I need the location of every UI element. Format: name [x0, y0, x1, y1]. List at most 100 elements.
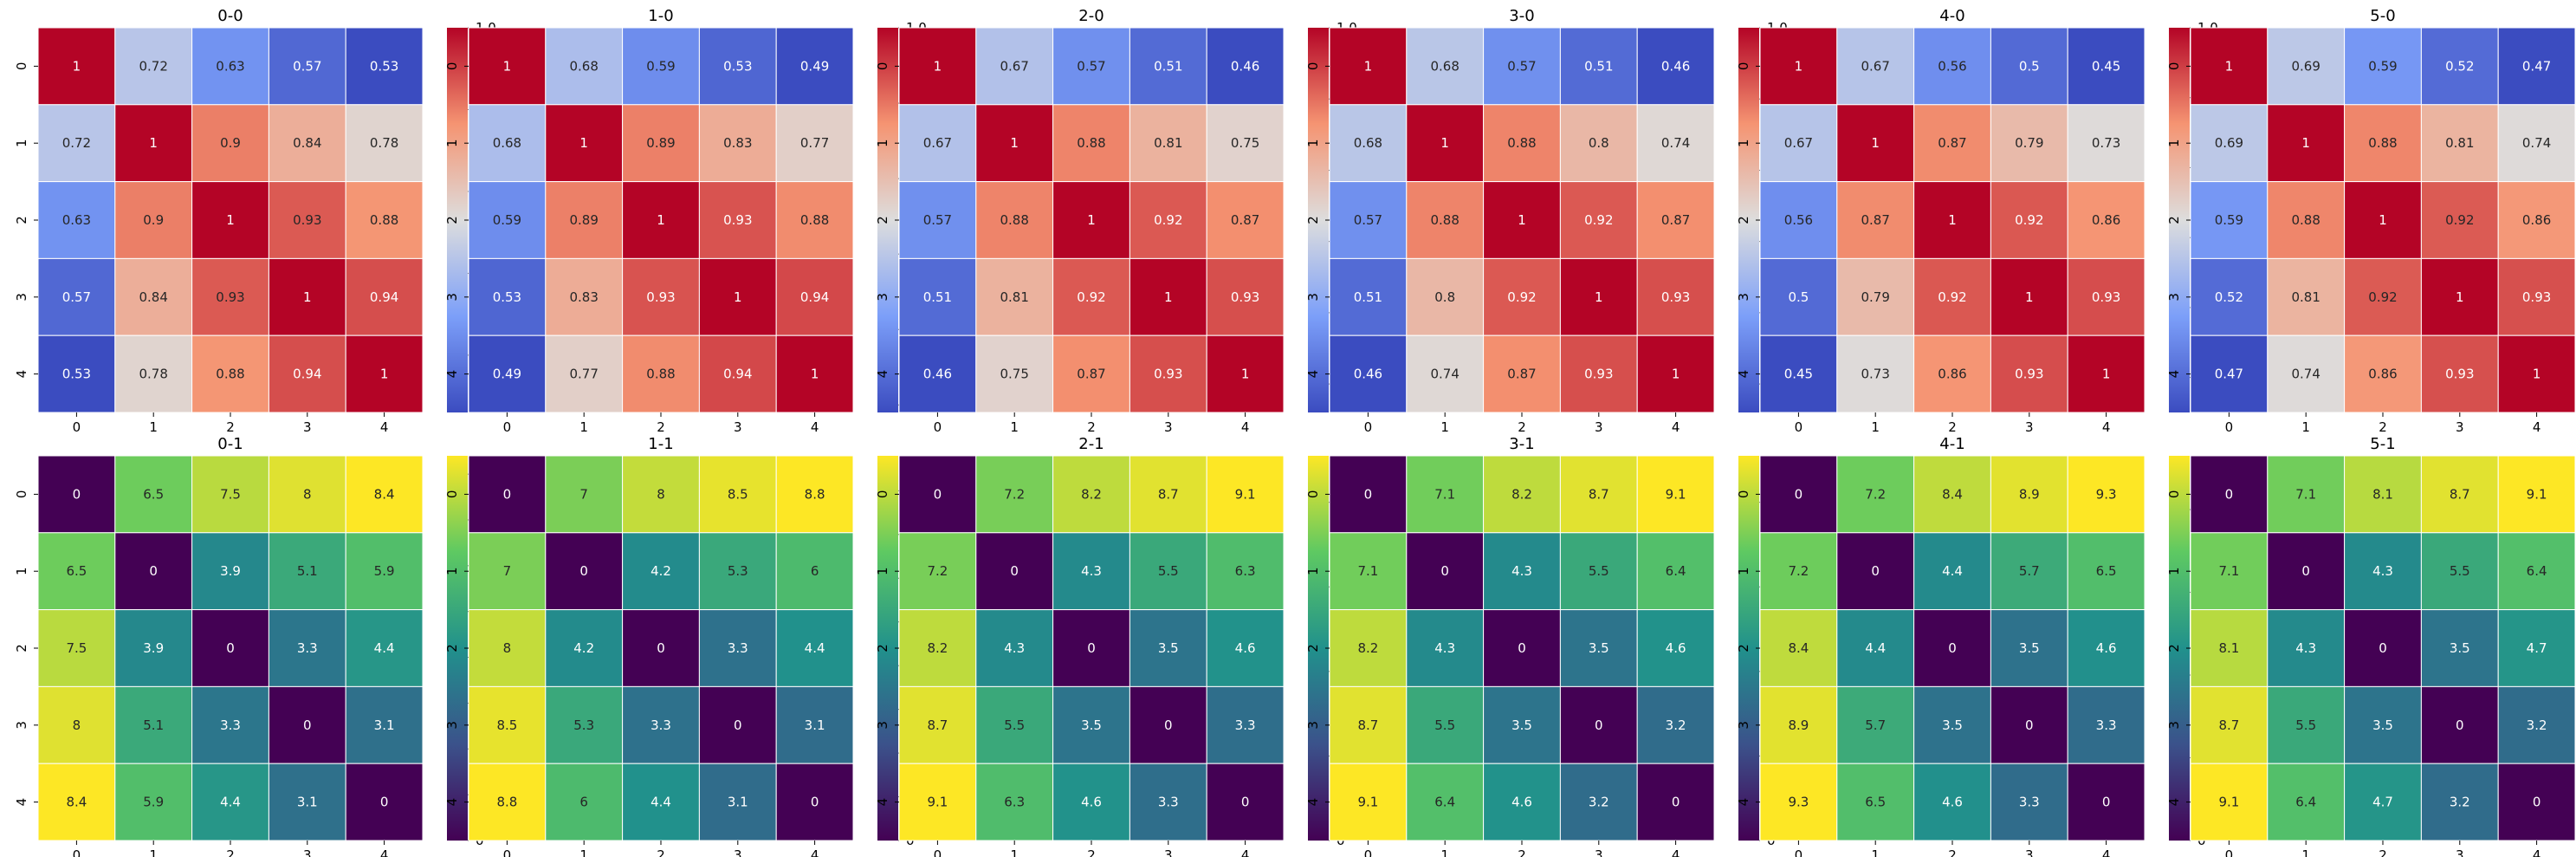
hm-2-1-cell-3-4 — [1206, 685, 1285, 764]
hm-5-1-cell-3-4 — [2497, 685, 2576, 764]
hm-3-0-label-0-3: 0.51 — [1584, 58, 1613, 74]
hm-0-1-cell-2-3 — [268, 609, 346, 687]
hm-1-0-cell-1-1 — [545, 104, 624, 183]
hm-5-0-cell-3-3 — [2420, 257, 2499, 336]
hm-0-0-label-2-3: 0.93 — [293, 212, 321, 228]
hm-2-1-ytick-4: 4 — [875, 798, 890, 807]
hm-2-0-label-1-4: 0.75 — [1231, 135, 1259, 151]
hm-5-1-cell-1-1 — [2267, 532, 2346, 611]
hm-3-1-cell-4-1 — [1406, 763, 1485, 841]
hm-5-0-xtick-4: 4 — [2533, 419, 2541, 435]
hm-2-0-ytick-4: 4 — [875, 370, 890, 379]
hm-5-1-ytick-1: 1 — [2166, 567, 2182, 575]
hm-2-0-label-2-2: 1 — [1087, 212, 1096, 228]
hm-5-0-cell-2-1 — [2267, 181, 2346, 259]
hm-4-1-label-0-3: 8.9 — [2019, 486, 2040, 502]
hm-1-1-xtick-4: 4 — [811, 847, 819, 857]
hm-1-1-label-1-3: 5.3 — [728, 563, 748, 579]
hm-5-0-label-2-3: 0.92 — [2445, 212, 2474, 228]
hm-5-0-cell-4-4 — [2497, 334, 2576, 413]
hm-5-1-label-1-1: 0 — [2301, 563, 2310, 579]
hm-3-1-cell-0-1 — [1406, 455, 1485, 534]
hm-2-0-label-0-4: 0.46 — [1231, 58, 1259, 74]
hm-5-0-label-4-4: 1 — [2533, 367, 2541, 382]
hm-4-0-label-1-0: 0.67 — [1784, 135, 1813, 151]
hm-4-0-cell-3-1 — [1836, 257, 1915, 336]
hm-5-0-cell-2-4 — [2497, 181, 2576, 259]
hm-0-0-ytick-4: 4 — [14, 370, 29, 379]
hm-2-0-title: 2-0 — [1078, 7, 1104, 25]
hm-3-1-label-3-3: 0 — [1595, 717, 1603, 733]
hm-1-1-title: 1-1 — [648, 435, 673, 453]
hm-2-1-cell-4-4 — [1206, 763, 1285, 841]
hm-2-1-cell-3-1 — [975, 685, 1054, 764]
hm-5-0-title: 5-0 — [2370, 7, 2395, 25]
hm-3-1-title: 3-1 — [1509, 435, 1534, 453]
hm-1-1-label-4-3: 3.1 — [728, 795, 748, 810]
hm-3-1-label-3-4: 3.2 — [1666, 717, 1686, 733]
hm-4-1-cell-4-1 — [1836, 763, 1915, 841]
hm-2-0-label-1-0: 0.67 — [923, 135, 952, 151]
hm-2-1-label-3-3: 0 — [1164, 717, 1173, 733]
hm-0-0-xtick-4: 4 — [380, 419, 389, 435]
hm-4-0-cell-2-3 — [1990, 181, 2068, 259]
hm-4-1-label-2-2: 0 — [1948, 640, 1957, 656]
hm-1-1-cell-0-0 — [468, 455, 547, 534]
hm-0-0-cell-0-1 — [114, 27, 193, 106]
hm-5-0-xtick-2: 2 — [2379, 419, 2387, 435]
hm-3-1-cell-2-2 — [1483, 609, 1561, 687]
hm-0-0-cell-0-4 — [345, 27, 424, 106]
hm-4-0-label-3-3: 1 — [2025, 289, 2034, 305]
hm-2-0-label-2-0: 0.57 — [923, 212, 952, 228]
hm-5-1-xtick-0: 0 — [2225, 847, 2234, 857]
hm-1-0-ytick-1: 1 — [444, 139, 460, 147]
hm-4-0-label-1-3: 0.79 — [2015, 135, 2043, 151]
hm-0-0-cell-2-1 — [114, 181, 193, 259]
hm-2-1-cell-0-1 — [975, 455, 1054, 534]
hm-4-0-ytick-4: 4 — [1736, 370, 1751, 379]
hm-4-1-label-3-0: 8.9 — [1788, 717, 1809, 733]
hm-1-0-label-2-3: 0.93 — [723, 212, 752, 228]
hm-3-1-label-1-3: 5.5 — [1589, 563, 1609, 579]
hm-4-0-label-0-2: 0.56 — [1938, 58, 1966, 74]
hm-3-0-title: 3-0 — [1509, 7, 1534, 25]
hm-2-0-cell-0-0 — [898, 27, 977, 106]
hm-2-1-label-3-4: 3.3 — [1235, 717, 1256, 733]
hm-5-1-label-4-1: 6.4 — [2295, 795, 2316, 810]
hm-0-1-label-4-3: 3.1 — [297, 795, 318, 810]
hm-0-0-cell-4-1 — [114, 334, 193, 413]
hm-2-0-cell-1-1 — [975, 104, 1054, 183]
hm-3-1-ytick-1: 1 — [1305, 567, 1321, 575]
hm-0-1-label-0-1: 6.5 — [143, 486, 164, 502]
hm-4-0-title: 4-0 — [1939, 7, 1964, 25]
hm-1-0-cell-0-2 — [622, 27, 700, 106]
hm-1-1-label-3-2: 3.3 — [650, 717, 671, 733]
hm-4-0-cell-1-3 — [1990, 104, 2068, 183]
hm-3-1-ytick-2: 2 — [1305, 644, 1321, 652]
hm-1-1-cell-1-1 — [545, 532, 624, 611]
hm-4-0-cell-3-3 — [1990, 257, 2068, 336]
hm-0-1-cell-2-4 — [345, 609, 424, 687]
hm-1-1-label-2-2: 0 — [657, 640, 665, 656]
hm-3-1-label-1-0: 7.1 — [1357, 563, 1378, 579]
hm-0-1-label-3-4: 3.1 — [374, 717, 395, 733]
hm-1-0-label-0-2: 0.59 — [646, 58, 675, 74]
hm-1-1-label-4-1: 6 — [579, 795, 588, 810]
hm-5-1-ytick-0: 0 — [2166, 490, 2182, 499]
hm-2-1-xtick-4: 4 — [1241, 847, 1250, 857]
hm-1-1-label-3-3: 0 — [734, 717, 742, 733]
hm-3-0-label-3-1: 0.8 — [1434, 289, 1455, 305]
hm-5-0-cell-4-2 — [2344, 334, 2422, 413]
hm-4-0-label-1-2: 0.87 — [1938, 135, 1966, 151]
hm-0-0-label-1-0: 0.72 — [62, 135, 91, 151]
hm-5-0-cell-0-4 — [2497, 27, 2576, 106]
hm-4-0-cell-1-0 — [1759, 104, 1838, 183]
hm-1-0-label-0-1: 0.68 — [569, 58, 598, 74]
hm-0-1-xtick-4: 4 — [380, 847, 389, 857]
hm-2-1-ytick-2: 2 — [875, 644, 890, 652]
hm-4-1-cell-4-3 — [1990, 763, 2068, 841]
hm-5-1-cell-4-2 — [2344, 763, 2422, 841]
hm-1-1-cell-1-3 — [698, 532, 777, 611]
hm-0-0-cell-4-2 — [191, 334, 269, 413]
